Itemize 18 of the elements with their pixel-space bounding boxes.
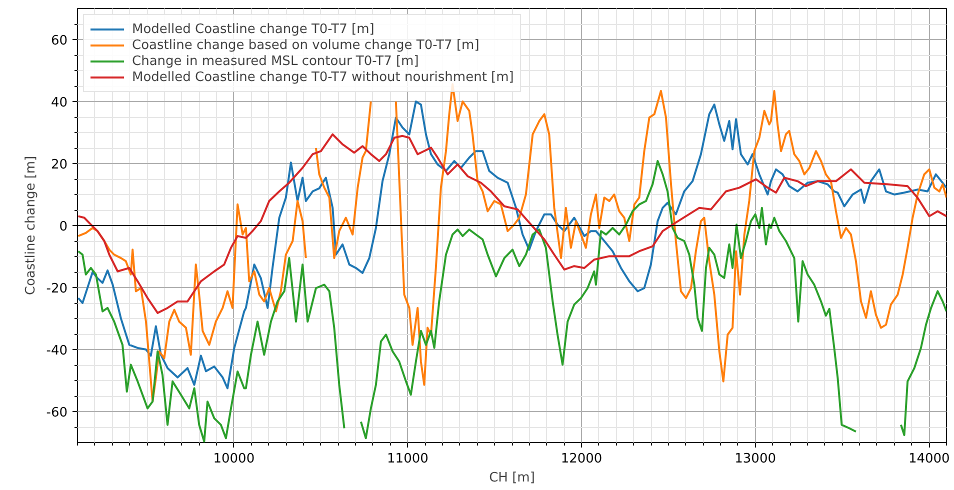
y-tick-label: -60 [46,406,68,420]
legend-label: Modelled Coastline change T0-T7 [m] [132,21,374,37]
legend-label: Modelled Coastline change T0-T7 without nourishment [m] [132,69,514,85]
y-axis-title: Coastline change [m] [23,156,38,296]
y-tick-label: 0 [59,220,68,234]
y-tick-label: -20 [46,282,68,296]
legend-label: Change in measured MSL contour T0-T7 [m] [132,53,419,69]
y-tick-label: 40 [50,96,68,110]
y-tick-label: -40 [46,344,68,358]
x-tick-label: 14000 [908,452,950,466]
legend-label: Coastline change based on volume change T0-T7 [m] [132,37,480,53]
x-tick-label: 12000 [560,452,602,466]
y-tick-label: 20 [50,158,68,172]
x-tick-label: 11000 [387,452,428,466]
x-tick-label: 13000 [734,452,776,466]
x-axis-title: CH [m] [489,470,535,486]
x-tick-label: 10000 [213,452,255,466]
y-tick-label: 60 [50,34,68,48]
